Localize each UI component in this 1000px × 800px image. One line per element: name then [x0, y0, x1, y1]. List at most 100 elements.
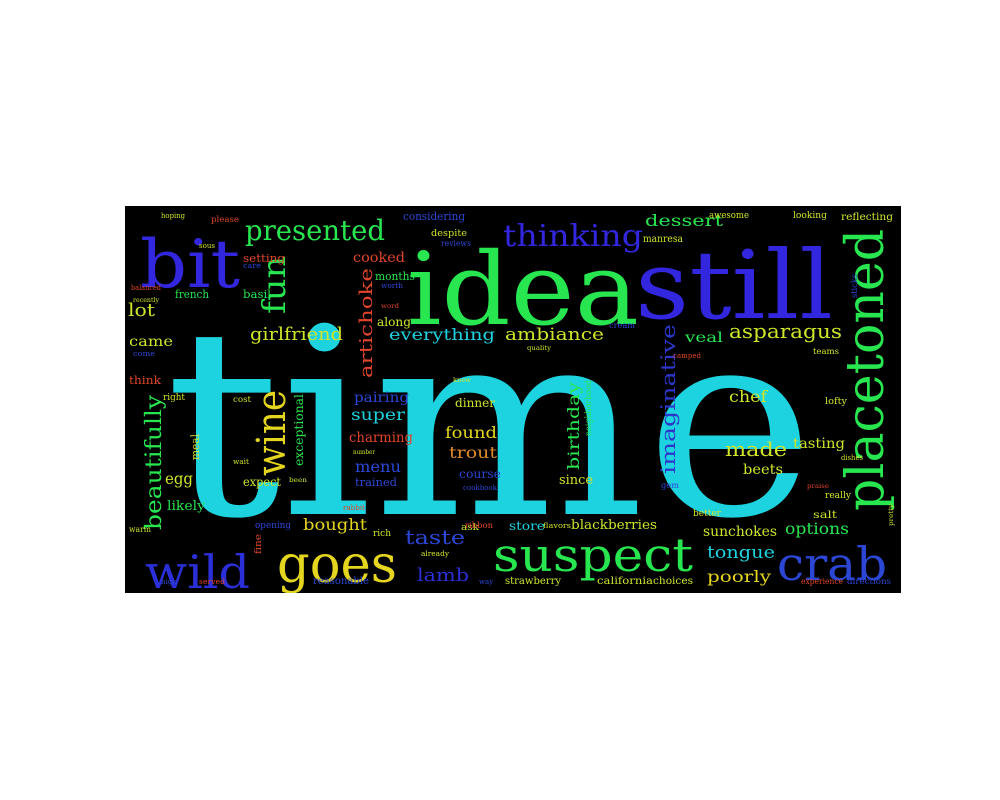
word-word: word [381, 303, 399, 310]
word-meal: meal [189, 434, 202, 460]
word-come: come [133, 350, 155, 358]
word-exceptional: exceptional [292, 394, 306, 466]
word-found: found [445, 423, 497, 442]
word-looking: looking [793, 211, 827, 221]
word-cost: cost [233, 395, 252, 404]
word-cream: cream [609, 321, 635, 330]
word-rich: rich [373, 529, 391, 539]
word-pairing: pairing [354, 390, 409, 406]
word-lot: lot [128, 300, 156, 321]
word-course: course [459, 467, 501, 481]
word-artichoke: artichoke [356, 268, 377, 378]
word-despite: despite [431, 229, 467, 239]
word-reflecting: reflecting [841, 212, 894, 223]
word-taste: taste [405, 525, 465, 549]
word-months: months [375, 270, 415, 283]
word-wait: wait [233, 458, 249, 466]
word-girlfriend: girlfriend [250, 324, 343, 345]
word-dessert: dessert [645, 211, 724, 230]
word-french: french [175, 288, 209, 301]
word-quality: quality [527, 345, 552, 352]
word-warm: warm [129, 525, 151, 534]
word-expect: expect [243, 475, 281, 489]
word-think: think [129, 374, 161, 387]
word-gem: gem [661, 481, 679, 490]
word-worth: worth [381, 282, 404, 290]
word-served: served [199, 578, 226, 586]
word-beets: beets [743, 462, 783, 478]
word-trained: trained [355, 476, 397, 489]
word-everything: everything [389, 325, 495, 344]
word-ask: ask [461, 523, 480, 533]
word-dishes: dishes [841, 454, 863, 462]
word-suspect: suspect [493, 528, 694, 582]
word-setting: setting [243, 252, 285, 265]
word-really: really [825, 491, 852, 501]
word-placetoned: placetoned [836, 229, 896, 511]
word-directions: directions [847, 577, 891, 586]
word-pretty: pretty [888, 503, 895, 526]
word-veal: veal [684, 330, 724, 346]
word-neighborhood: neighborhood [584, 380, 593, 436]
word-california: california [597, 576, 653, 587]
word-likely: likely [167, 499, 206, 514]
word-beautifully: beautifully [142, 394, 167, 530]
word-poorly: poorly [707, 567, 771, 586]
word-number: number [353, 449, 375, 456]
word-thinking: thinking [503, 219, 643, 254]
word-cookbook: cookbook [463, 484, 498, 492]
word-egg: egg [165, 469, 193, 488]
word-right: right [163, 393, 185, 403]
word-blackberries: blackberries [571, 518, 657, 533]
word-menu: menu [355, 457, 401, 476]
cloud-background [125, 206, 901, 593]
word-trout: trout [449, 443, 498, 462]
word-considering: considering [403, 210, 465, 223]
word-crab: crab [777, 537, 887, 591]
word-already: already [421, 550, 449, 558]
word-wine: wine [249, 390, 295, 476]
word-birthday: birthday [564, 382, 583, 470]
word-bought: bought [303, 515, 368, 534]
word-better: better [693, 509, 722, 519]
word-care: care [243, 262, 261, 270]
word-charming: charming [349, 430, 413, 446]
word-opening: opening [255, 521, 291, 531]
word-along: along [377, 315, 411, 329]
word-lofty: lofty [825, 397, 848, 407]
word-cooked: cooked [353, 250, 405, 266]
word-asparagus: asparagus [729, 319, 842, 343]
word-balanced: balanced [131, 284, 161, 292]
word-tongue: tongue [707, 543, 775, 563]
word-experience: experience [801, 577, 843, 586]
word-manresa: manresa [643, 234, 683, 245]
word-store: store [509, 519, 545, 533]
word-sticks: sticks [850, 274, 859, 298]
word-lamb: lamb [417, 565, 469, 586]
word-ribbon: ribbon [465, 521, 493, 530]
word-reviews: reviews [441, 239, 471, 248]
word-options: options [785, 519, 849, 538]
word-idea: idea [407, 231, 639, 348]
word-camped: camped [673, 352, 702, 360]
word-made: made [725, 437, 787, 461]
word-sunchokes: sunchokes [703, 524, 777, 540]
word-flavors: flavors [543, 522, 571, 530]
word-presented: presented [245, 214, 385, 247]
word-strawberry: strawberry [505, 576, 561, 587]
word-rabbit: rabbit [343, 504, 365, 512]
word-came: came [129, 334, 173, 350]
word-please: please [211, 215, 239, 224]
word-teams: teams [813, 347, 839, 356]
word-basil: basil [243, 288, 272, 301]
word-cloud: time idea still bit placetoned suspect goes wil… [125, 206, 901, 593]
word-fine: fine [254, 534, 264, 554]
word-salt: salt [813, 510, 837, 521]
word-still: still [635, 231, 833, 341]
word-bit: bit [140, 226, 240, 303]
word-been: been [289, 477, 307, 484]
word-sous: sous [199, 242, 215, 250]
word-recently: recently [133, 297, 160, 304]
word-ambiance: ambiance [505, 325, 604, 345]
